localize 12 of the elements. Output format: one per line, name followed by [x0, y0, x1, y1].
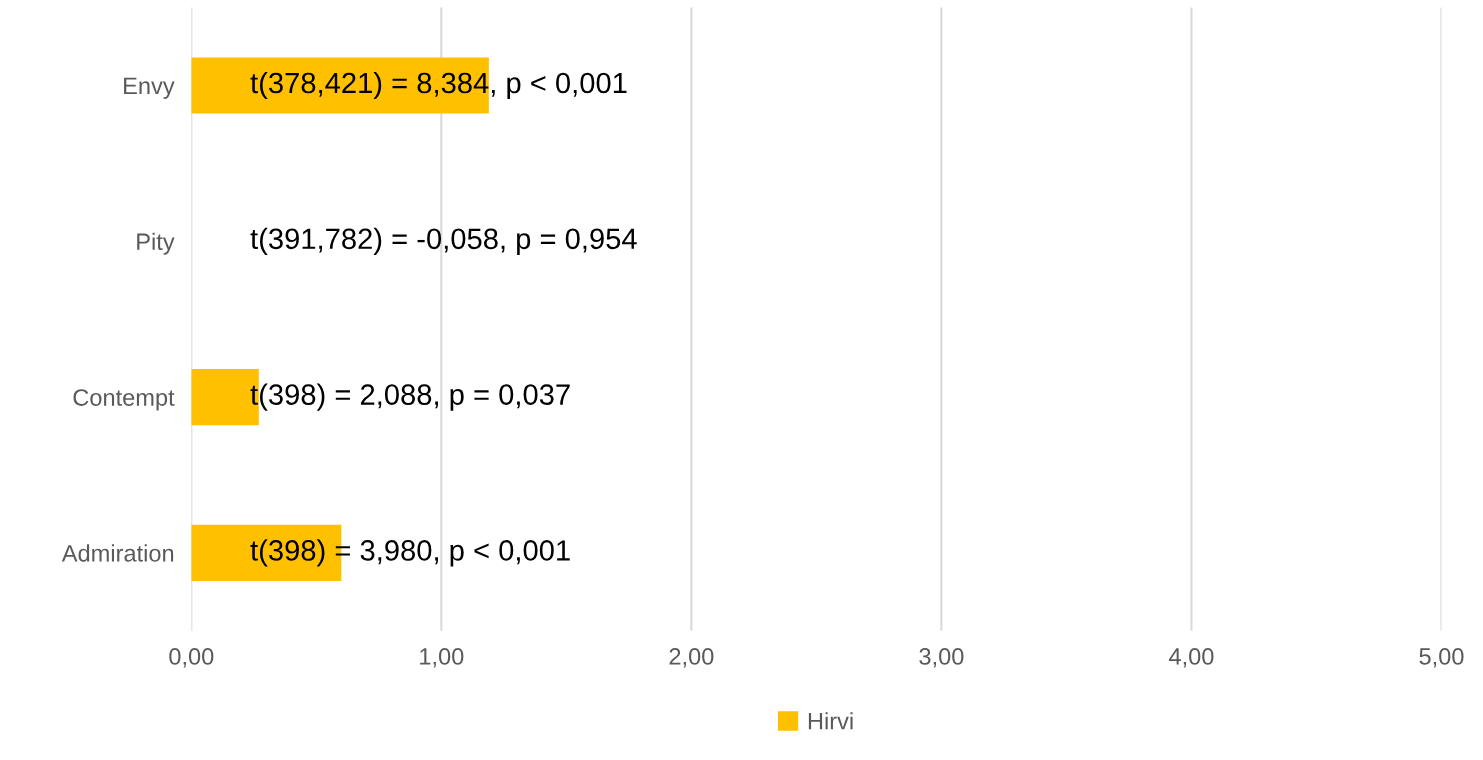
y-tick-label: Pity: [137, 232, 175, 255]
x-tick-label: 4,00: [1169, 648, 1214, 668]
x-tick-label: 3,00: [919, 648, 964, 668]
x-tick-label: 1,00: [420, 648, 464, 668]
x-tick-label: 5,00: [1419, 648, 1464, 668]
y-tick-label: Envy: [124, 77, 175, 99]
legend-label: Hirvi: [808, 712, 853, 730]
x-tick-label: 0,00: [169, 648, 214, 668]
y-tick-label: Contempt: [73, 389, 175, 411]
y-tick-label: Admiration: [61, 544, 174, 562]
annotation: t(391,782) = -0,058, p = 0,954: [250, 227, 637, 255]
x-tick-label: 2,00: [669, 648, 714, 668]
